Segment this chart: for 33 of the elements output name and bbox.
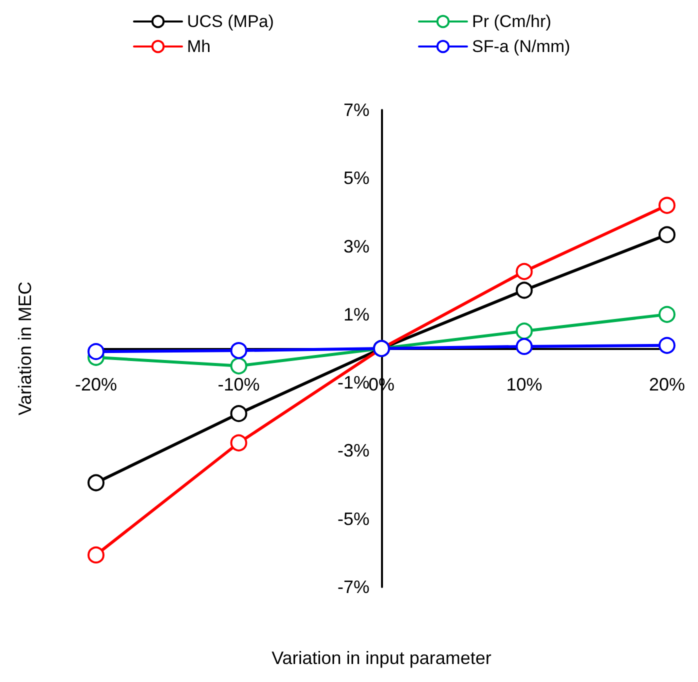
y-tick-label: -5% [337, 508, 370, 529]
y-tick-label: -1% [337, 372, 370, 393]
y-tick-label: 3% [343, 236, 370, 256]
y-tick-label: -7% [337, 577, 370, 597]
point [658, 336, 676, 354]
point [230, 434, 248, 452]
point [88, 546, 104, 564]
x-tick-label: 10% [506, 374, 542, 394]
point [230, 405, 248, 422]
y-tick-label: 5% [343, 168, 370, 188]
y-axis-title: Variation in MEC [15, 282, 35, 416]
legend-label: Pr (Cm/hr) [472, 12, 552, 31]
point [516, 338, 533, 355]
x-tick-label: 20% [648, 374, 685, 394]
y-tick-label: 1% [343, 304, 370, 324]
point [516, 282, 533, 299]
point [516, 322, 533, 340]
legend-label: UCS (MPa) [187, 12, 274, 31]
y-tick-label: 7% [343, 100, 370, 120]
point [658, 196, 676, 214]
x-axis-title: Variation in input parameter [272, 648, 492, 668]
point [230, 342, 248, 360]
legend-label: Mh [187, 37, 211, 56]
point [658, 306, 676, 323]
point [230, 357, 248, 374]
point [516, 263, 533, 280]
point [88, 474, 104, 492]
point [88, 343, 104, 360]
legend-label: SF-a (N/mm) [472, 37, 570, 56]
point [658, 226, 676, 244]
y-tick-label: -3% [337, 440, 370, 461]
x-tick-label: -20% [74, 374, 118, 394]
x-tick-label: -10% [218, 374, 260, 394]
